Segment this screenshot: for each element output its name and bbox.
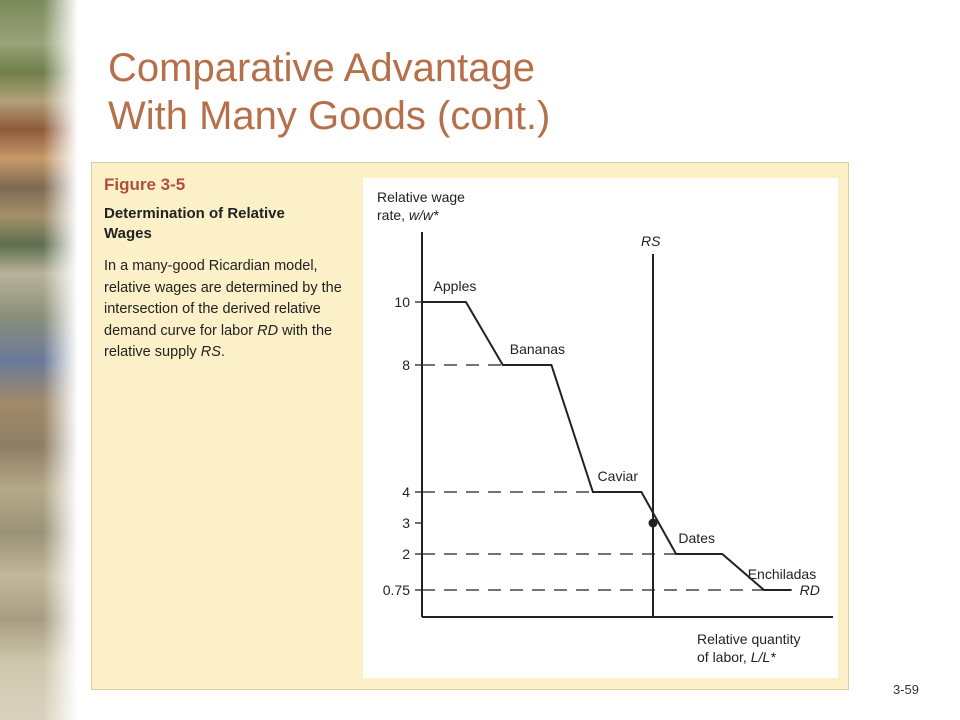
page-number: 3-59 xyxy=(893,682,920,697)
good-label-dates: Dates xyxy=(678,530,715,546)
caption-rs: RS xyxy=(200,344,221,361)
decorative-side-image xyxy=(0,0,78,720)
chart-marks: 10 8 4 3 2 0.75 RS RD Apples Bananas Caviar Dates En… xyxy=(383,232,833,618)
figure-caption: In a many-good Ricardian model, relative… xyxy=(104,256,344,364)
y-tick-label: 0.75 xyxy=(383,582,410,598)
slide-title-line1: Comparative Advantage xyxy=(108,46,535,90)
y-axis-label-line1: Relative wage xyxy=(377,189,465,205)
y-tick-label: 10 xyxy=(394,294,410,310)
y-axis-label-text: rate, xyxy=(377,207,409,223)
x-axis-label-text: of labor, xyxy=(697,649,751,665)
figure-heading: Determination of Relative Wages xyxy=(104,205,285,242)
good-label-bananas: Bananas xyxy=(510,341,565,357)
slide-title-line2: With Many Goods (cont.) xyxy=(108,94,551,138)
x-axis-label-var: L/L* xyxy=(751,649,776,665)
chart-card: Relative wage rate, w/w* Relative quanti… xyxy=(363,178,838,678)
caption-text-2: with the relative supply xyxy=(104,322,333,361)
caption-text-3: . xyxy=(220,344,225,361)
y-axis-label-line2: rate, w/w* xyxy=(377,207,439,223)
rs-label: RS xyxy=(641,233,661,249)
y-axis-label-var: w/w* xyxy=(409,207,439,223)
good-label-caviar: Caviar xyxy=(598,468,639,484)
x-axis-label-line2: of labor, L/L* xyxy=(697,649,776,665)
y-tick-label: 2 xyxy=(402,546,410,562)
x-axis-label-line1: Relative quantity xyxy=(697,631,801,647)
rd-label: RD xyxy=(800,582,820,598)
relative-wage-chart: Relative wage rate, w/w* Relative quanti… xyxy=(377,189,833,665)
rd-curve xyxy=(422,301,792,591)
equilibrium-point xyxy=(648,518,658,528)
good-label-apples: Apples xyxy=(434,278,477,294)
y-tick-label: 8 xyxy=(402,357,410,373)
y-tick-label: 4 xyxy=(402,484,410,500)
caption-text-1: In a many-good Ricardian model, relative… xyxy=(104,258,342,339)
good-label-enchiladas: Enchiladas xyxy=(748,566,817,582)
caption-rd: RD xyxy=(257,322,279,339)
figure-number: Figure 3-5 xyxy=(104,175,186,194)
y-tick-label: 3 xyxy=(402,515,410,531)
slide-title: Comparative Advantage With Many Goods (c… xyxy=(108,44,550,140)
